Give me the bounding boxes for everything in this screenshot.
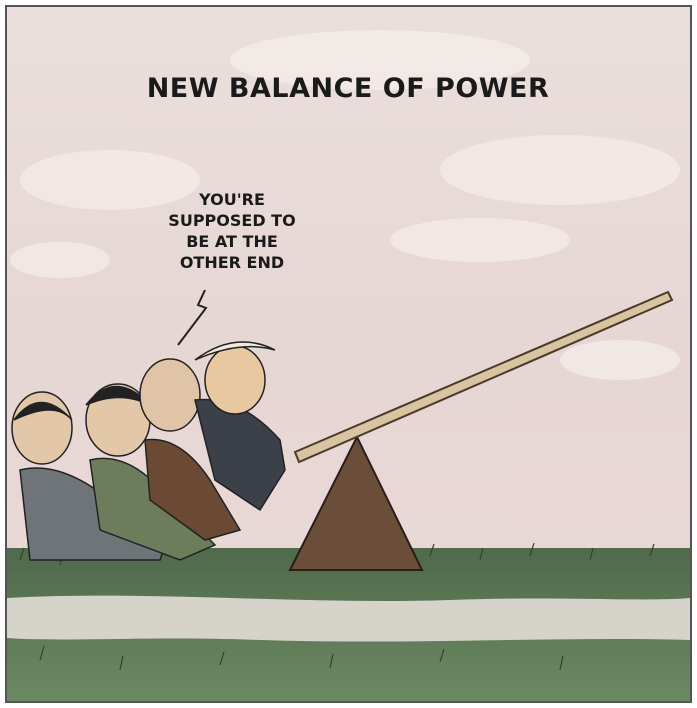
clouds xyxy=(10,30,680,380)
path xyxy=(7,595,690,642)
speech-line: OTHER END xyxy=(180,253,284,272)
fulcrum xyxy=(288,434,424,571)
speech-line: BE AT THE xyxy=(186,232,278,251)
figures xyxy=(11,341,286,561)
title: NEW BALANCE OF POWER xyxy=(147,73,550,104)
speech-pointer xyxy=(177,289,208,346)
speech-text: YOU'RE SUPPOSED TO BE AT THE OTHER END xyxy=(168,190,295,272)
seesaw-plank xyxy=(293,290,674,464)
speech-line: SUPPOSED TO xyxy=(168,211,295,230)
speech-line: YOU'RE xyxy=(198,190,265,209)
